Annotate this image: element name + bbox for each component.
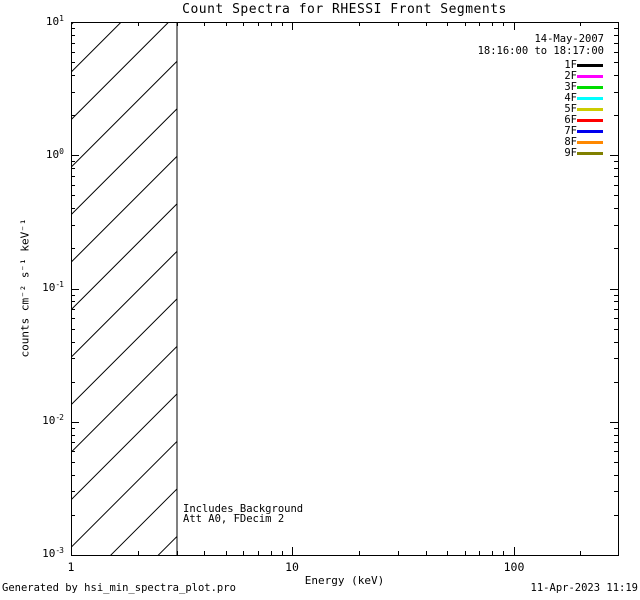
legend-color-line <box>577 141 603 144</box>
legend-color-line <box>577 97 603 100</box>
y-tick-label: 100 <box>45 147 64 161</box>
y-tick-label: 101 <box>45 14 64 28</box>
legend-item: 9F <box>513 148 606 159</box>
x-tick-label: 10 <box>285 560 299 574</box>
x-tick-label: 1 <box>67 560 75 574</box>
hatched-region <box>71 22 177 555</box>
footer-generator: Generated by hsi_min_spectra_plot.pro <box>2 582 236 594</box>
legend-item: 2F <box>513 71 606 82</box>
legend-color-line <box>577 86 603 89</box>
legend-item: 4F <box>513 93 606 104</box>
axis-ticks <box>71 22 618 556</box>
legend-item-label: 8F <box>564 136 577 148</box>
observation-date: 14-May-2007 <box>534 33 604 45</box>
legend-item-label: 2F <box>564 70 577 82</box>
x-tick-label: 100 <box>503 560 525 574</box>
legend-item: 3F <box>513 82 606 93</box>
x-axis-label: Energy (keV) <box>304 574 385 587</box>
legend-item: 7F <box>513 126 606 137</box>
legend-item: 5F <box>513 104 606 115</box>
legend-item-label: 7F <box>564 125 577 137</box>
legend-item: 8F <box>513 137 606 148</box>
annotation-attenuator: Att A0, FDecim 2 <box>183 513 285 525</box>
observation-time-range: 18:16:00 to 18:17:00 <box>477 45 604 57</box>
y-tick-label: 10-3 <box>42 546 64 560</box>
legend-item-label: 1F <box>564 59 577 71</box>
legend-color-line <box>577 152 603 155</box>
legend-item-label: 3F <box>564 81 577 93</box>
legend-item-label: 6F <box>564 114 577 126</box>
legend-color-line <box>577 119 603 122</box>
plot-title: Count Spectra for RHESSI Front Segments <box>182 2 507 17</box>
legend-color-line <box>577 64 603 67</box>
legend-color-line <box>577 108 603 111</box>
legend-item-label: 4F <box>564 92 577 104</box>
legend-item-label: 9F <box>564 147 577 159</box>
annotation-background: Includes_Background <box>183 503 304 515</box>
footer-timestamp: 11-Apr-2023 11:19 <box>530 582 638 594</box>
legend-color-line <box>577 75 603 78</box>
y-tick-label: 10-1 <box>42 280 64 294</box>
legend-item: 6F <box>513 115 606 126</box>
legend-color-line <box>577 130 603 133</box>
y-tick-label: 10-2 <box>42 413 64 427</box>
legend-item-label: 5F <box>564 103 577 115</box>
legend-item: 1F <box>513 60 606 71</box>
